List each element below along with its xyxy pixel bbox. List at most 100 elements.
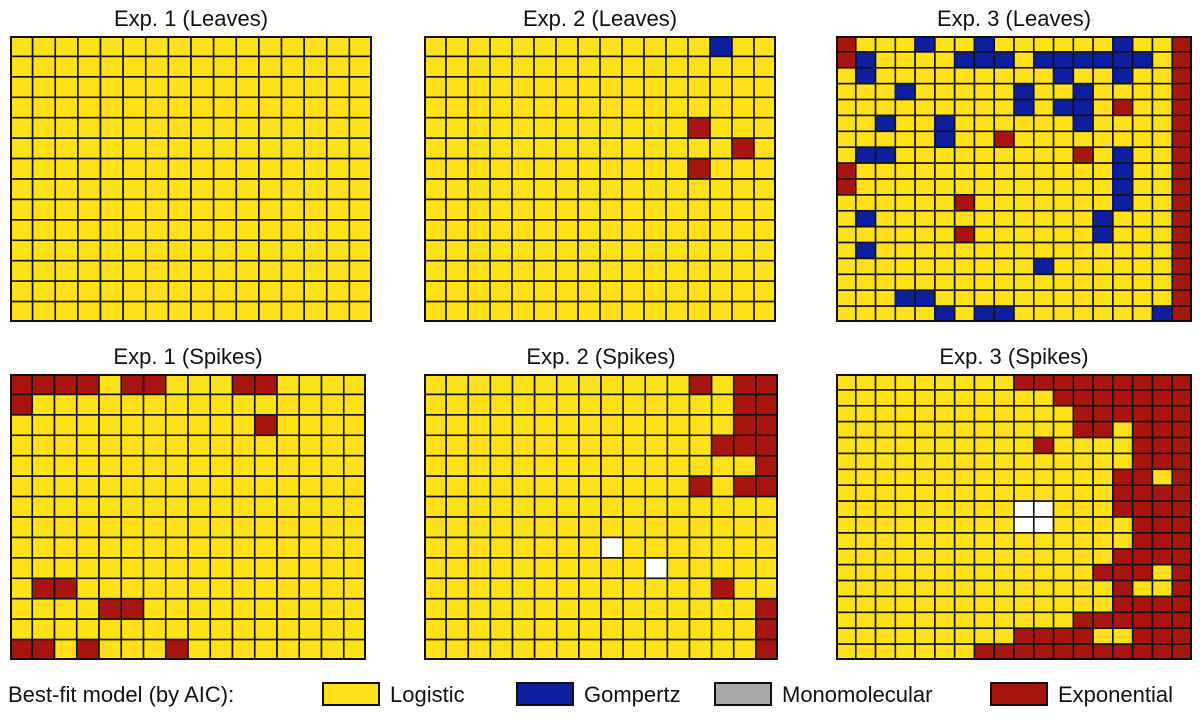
heatmap-cell-logistic <box>10 434 34 457</box>
heatmap-cell-logistic <box>600 597 624 620</box>
heatmap-cell-gompertz <box>854 51 877 69</box>
heatmap-cell-logistic <box>599 36 623 58</box>
heatmap-cell-logistic <box>578 557 602 580</box>
heatmap-cell-logistic <box>1013 547 1035 566</box>
heatmap-cell-logistic <box>621 219 645 242</box>
heatmap-cell-logistic <box>99 36 124 58</box>
heatmap-cell-logistic <box>280 280 305 303</box>
heatmap-cell-logistic <box>99 76 124 99</box>
heatmap-cell-logistic <box>644 393 669 416</box>
heatmap-cell-logistic <box>874 225 897 244</box>
heatmap-cell-logistic <box>209 577 234 600</box>
heatmap-cell-logistic <box>599 55 623 78</box>
heatmap-cell-logistic <box>578 536 602 559</box>
heatmap-cell-logistic <box>731 259 755 282</box>
heatmap-cell-logistic <box>53 414 78 437</box>
heatmap-cell-logistic <box>1131 146 1154 164</box>
heatmap-cell-logistic <box>894 468 916 487</box>
heatmap-cell-logistic <box>934 563 956 582</box>
heatmap-cell-exponential <box>836 51 857 69</box>
heatmap-cell-logistic <box>348 137 372 160</box>
heatmap-cell-logistic <box>555 178 579 201</box>
heatmap-cell-logistic <box>973 374 996 391</box>
heatmap-cell-logistic <box>953 36 976 53</box>
heatmap-cell-logistic <box>599 96 623 119</box>
heatmap-cell-logistic <box>894 225 916 244</box>
heatmap-cell-gompertz <box>1112 36 1134 53</box>
heatmap-cell-logistic <box>467 618 492 641</box>
heatmap-cell-logistic <box>753 36 776 58</box>
heatmap-cell-logistic <box>424 137 447 160</box>
heatmap-cell-logistic <box>578 618 602 641</box>
heatmap-cell-logistic <box>1092 500 1114 518</box>
heatmap-cell-logistic <box>953 563 976 582</box>
heatmap-cell-logistic <box>1032 209 1055 228</box>
heatmap-cell-exponential <box>1171 146 1192 164</box>
heatmap-cell-logistic <box>258 36 283 58</box>
heatmap-cell-missing <box>644 557 669 580</box>
heatmap-cell-exponential <box>755 414 778 437</box>
heatmap-cell-logistic <box>1092 289 1114 307</box>
heatmap-border <box>836 36 1192 322</box>
heatmap-cell-logistic <box>914 404 936 423</box>
heatmap-cell-logistic <box>578 577 602 600</box>
heatmap-cell-exponential <box>1092 643 1114 660</box>
heatmap-cell-logistic <box>1013 389 1035 407</box>
heatmap-cell-logistic <box>1112 82 1134 101</box>
heatmap-cell-logistic <box>98 454 123 477</box>
heatmap-cell-logistic <box>578 495 602 518</box>
heatmap-cell-logistic <box>325 76 351 99</box>
heatmap-cell-logistic <box>709 76 733 99</box>
heatmap-cell-logistic <box>511 577 536 600</box>
heatmap-cell-logistic <box>914 257 936 276</box>
heatmap-cell-exponential <box>755 374 778 396</box>
heatmap-cell-logistic <box>1151 209 1174 228</box>
heatmap-cell-logistic <box>298 618 323 641</box>
heatmap-cell-logistic <box>77 198 102 221</box>
heatmap-cell-logistic <box>622 414 647 437</box>
heatmap-cell-logistic <box>1032 178 1055 196</box>
legend-item-exponential: Exponential <box>990 682 1190 710</box>
heatmap-cell-logistic <box>1052 532 1075 550</box>
heatmap-cell-logistic <box>120 495 145 518</box>
heatmap-cell-logistic <box>445 638 470 660</box>
heatmap-cell-logistic <box>1052 563 1075 582</box>
heatmap-cell-logistic <box>303 239 328 262</box>
heatmap-cell-logistic <box>276 495 301 518</box>
heatmap-cell-logistic <box>710 374 735 396</box>
heatmap-cell-logistic <box>732 536 757 559</box>
heatmap-cell-logistic <box>1032 611 1055 630</box>
heatmap-cell-logistic <box>934 389 956 407</box>
heatmap-cell-logistic <box>953 579 976 598</box>
heatmap-cell-exponential <box>1171 98 1192 117</box>
heatmap-cell-logistic <box>424 55 447 78</box>
heatmap-cell-logistic <box>99 137 124 160</box>
heatmap-cell-exponential <box>710 577 735 600</box>
heatmap-cell-logistic <box>98 536 123 559</box>
heatmap-cell-logistic <box>445 374 470 396</box>
heatmap-cell-logistic <box>993 404 1015 423</box>
heatmap-cell-logistic <box>424 393 447 416</box>
heatmap-cell-logistic <box>1013 611 1035 630</box>
heatmap-cell-logistic <box>320 557 345 580</box>
heatmap-cell-exponential <box>1112 547 1134 566</box>
heatmap-cell-logistic <box>1013 595 1035 614</box>
heatmap-cell-exponential <box>164 638 189 660</box>
heatmap-cell-logistic <box>578 597 602 620</box>
heatmap-cell-logistic <box>98 393 123 416</box>
heatmap-cell-logistic <box>1013 162 1035 180</box>
heatmap-cell-exponential <box>1151 532 1174 550</box>
heatmap-cell-logistic <box>1131 289 1154 307</box>
heatmap-cell-logistic <box>209 434 234 457</box>
heatmap-cell-logistic <box>77 116 102 139</box>
heatmap-cell-logistic <box>258 259 283 282</box>
heatmap-cell-logistic <box>209 495 234 518</box>
heatmap-cell-logistic <box>914 146 936 164</box>
heatmap-cell-logistic <box>511 374 536 396</box>
heatmap-cell-logistic <box>54 36 79 58</box>
heatmap-cell-gompertz <box>874 146 897 164</box>
heatmap-cell-logistic <box>934 484 956 502</box>
heatmap-cell-logistic <box>688 516 713 539</box>
heatmap-cell-logistic <box>325 36 351 58</box>
heatmap-cell-logistic <box>621 157 645 180</box>
